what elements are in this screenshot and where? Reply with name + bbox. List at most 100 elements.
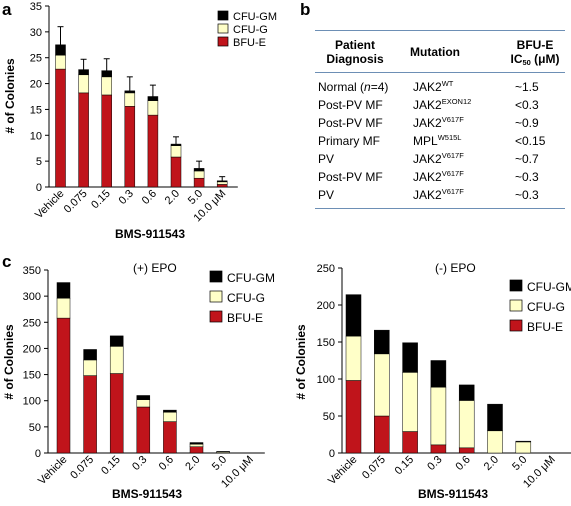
legend-label: CFU-GM xyxy=(527,280,571,294)
bar-segment-bfu-e xyxy=(374,415,390,454)
legend-swatch xyxy=(509,299,523,312)
y-axis-label: # of Colonies xyxy=(3,58,17,134)
legend-swatch xyxy=(217,23,229,34)
bar-segment-cfu-g xyxy=(430,386,447,446)
mutation-variant: V617F xyxy=(441,151,464,160)
bar-segment-cfu-gm xyxy=(189,442,204,445)
cell-ic50: ~0.3 xyxy=(515,188,539,202)
legend-label: CFU-GM xyxy=(227,271,275,285)
y-axis-label: # of Colonies xyxy=(2,324,16,400)
header-ic50-sub: 50 xyxy=(522,58,531,67)
bar-segment-cfu-gm xyxy=(83,349,97,361)
ic50-value: ~0.3 xyxy=(515,170,539,184)
mutation-gene: JAK2 xyxy=(413,170,442,184)
y-tick-label: 250 xyxy=(317,263,335,275)
table-header-rule xyxy=(315,72,565,73)
mutation-gene: JAK2 xyxy=(413,152,442,166)
x-axis-label: BMS-911543 xyxy=(418,487,488,501)
legend-swatch xyxy=(509,279,523,292)
mutation-variant: V617F xyxy=(441,187,464,196)
diagnosis-tail: =4) xyxy=(370,80,389,94)
chart-title: (-) EPO xyxy=(435,261,476,275)
y-tick-label: 0 xyxy=(329,448,335,460)
y-tick-label: 100 xyxy=(23,396,41,408)
ic50-value: <0.3 xyxy=(515,98,539,112)
y-tick-label: 25 xyxy=(30,53,42,65)
mutation-variant: W515L xyxy=(437,133,462,142)
ic50-value: ~0.7 xyxy=(515,152,539,166)
ic50-value: ~0.3 xyxy=(515,188,539,202)
bar-segment-bfu-e xyxy=(402,431,418,454)
y-tick-label: 5 xyxy=(36,156,42,168)
panel-label-c: c xyxy=(2,252,12,271)
bar-segment-cfu-g xyxy=(345,335,362,381)
bar-segment-cfu-gm xyxy=(458,384,475,401)
x-axis-label: BMS-911543 xyxy=(112,487,182,501)
ic50-value: ~1.5 xyxy=(515,80,539,94)
y-tick-label: 100 xyxy=(317,374,335,386)
cell-ic50: <0.3 xyxy=(515,98,539,112)
bar-segment-cfu-gm xyxy=(430,360,447,388)
mutation-variant: EXON12 xyxy=(441,97,472,106)
diagnosis-text: PV xyxy=(318,188,335,202)
ic50-value: ~0.9 xyxy=(515,116,539,130)
header-diagnosis-line1: Patient xyxy=(334,38,375,52)
bar-segment-cfu-g xyxy=(458,400,475,449)
header-diagnosis-line2: Diagnosis xyxy=(326,52,384,66)
legend-swatch xyxy=(209,310,223,323)
cell-mutation: JAK2EXON12 xyxy=(413,98,471,112)
mutation-variant: WT xyxy=(441,79,454,88)
legend-label: BFU-E xyxy=(227,311,263,325)
diagnosis-text: Normal ( xyxy=(318,80,365,94)
cell-diagnosis: Normal (n=4) xyxy=(318,80,388,94)
legend-swatch xyxy=(509,319,523,332)
cell-diagnosis: Post-PV MF xyxy=(318,170,383,184)
y-tick-label: 50 xyxy=(323,411,335,423)
x-tick-label: 0.6 xyxy=(454,454,473,473)
diagnosis-text: Primary MF xyxy=(318,134,380,148)
legend-label: BFU-E xyxy=(527,320,563,334)
header-bfu-e-ic50: BFU-E IC50 (μM) xyxy=(500,38,570,66)
legend-label: BFU-E xyxy=(233,37,266,49)
bar-segment-cfu-gm xyxy=(216,451,230,453)
table-bottom-rule xyxy=(315,208,565,209)
table-top-rule xyxy=(315,30,565,31)
cell-ic50: <0.15 xyxy=(515,134,545,148)
bar-segment-cfu-gm xyxy=(136,395,151,400)
cell-ic50: ~1.5 xyxy=(515,80,539,94)
y-tick-label: 30 xyxy=(30,27,42,39)
y-tick-label: 50 xyxy=(29,422,41,434)
bar-segment-cfu-g xyxy=(402,372,418,432)
x-tick-label: 2.0 xyxy=(482,454,501,473)
bar-segment-cfu-gm xyxy=(515,440,532,443)
mutation-gene: JAK2 xyxy=(413,188,442,202)
cell-diagnosis: PV xyxy=(318,188,334,202)
y-tick-label: 200 xyxy=(23,343,41,355)
cell-mutation: JAK2V617F xyxy=(413,152,464,166)
bar-segment-cfu-g xyxy=(487,430,503,454)
diagnosis-italic: n xyxy=(364,80,371,94)
cell-mutation: JAK2V617F xyxy=(413,188,464,202)
x-tick-label: 5.0 xyxy=(510,454,529,473)
legend-label: CFU-G xyxy=(227,291,265,305)
panel-label-b: b xyxy=(300,0,311,19)
bar-segment-cfu-g xyxy=(374,353,390,417)
mutation-variant: V617F xyxy=(441,115,464,124)
bar-segment-bfu-e xyxy=(458,447,475,454)
y-tick-label: 0 xyxy=(35,448,41,460)
cell-mutation: JAK2V617F xyxy=(413,170,464,184)
bar-segment-cfu-gm xyxy=(345,294,362,337)
x-axis-label: BMS-911543 xyxy=(115,227,185,241)
legend-swatch xyxy=(209,270,223,283)
bar-segment-cfu-gm xyxy=(163,409,177,413)
chart-c-plus-epo-bar-chart: 0 50 100 150 200 250 300 350 # of Colonies BMS-91… xyxy=(2,261,275,501)
diagnosis-text: Post-PV MF xyxy=(318,116,383,130)
y-tick-label: 0 xyxy=(36,182,42,194)
bar-segment-bfu-e xyxy=(345,380,362,454)
bar-segment-cfu-g xyxy=(515,441,532,454)
y-tick-label: 150 xyxy=(23,370,41,382)
diagnosis-text: Post-PV MF xyxy=(318,98,383,112)
x-tick-label: 0.15 xyxy=(393,454,417,478)
y-tick-label: 350 xyxy=(23,265,41,277)
